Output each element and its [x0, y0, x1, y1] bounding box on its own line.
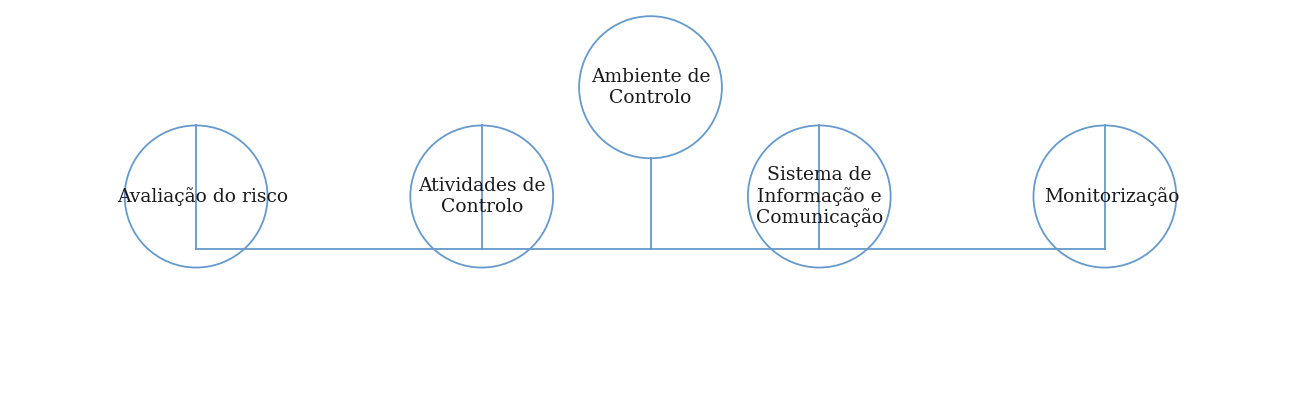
- Text: Atividades de
Controlo: Atividades de Controlo: [418, 177, 545, 216]
- Text: Ambiente de
Controlo: Ambiente de Controlo: [591, 68, 710, 107]
- Text: Avaliação do risco: Avaliação do risco: [117, 187, 289, 206]
- Text: Sistema de
Informação e
Comunicação: Sistema de Informação e Comunicação: [756, 165, 883, 228]
- Text: Monitorização: Monitorização: [1043, 187, 1179, 206]
